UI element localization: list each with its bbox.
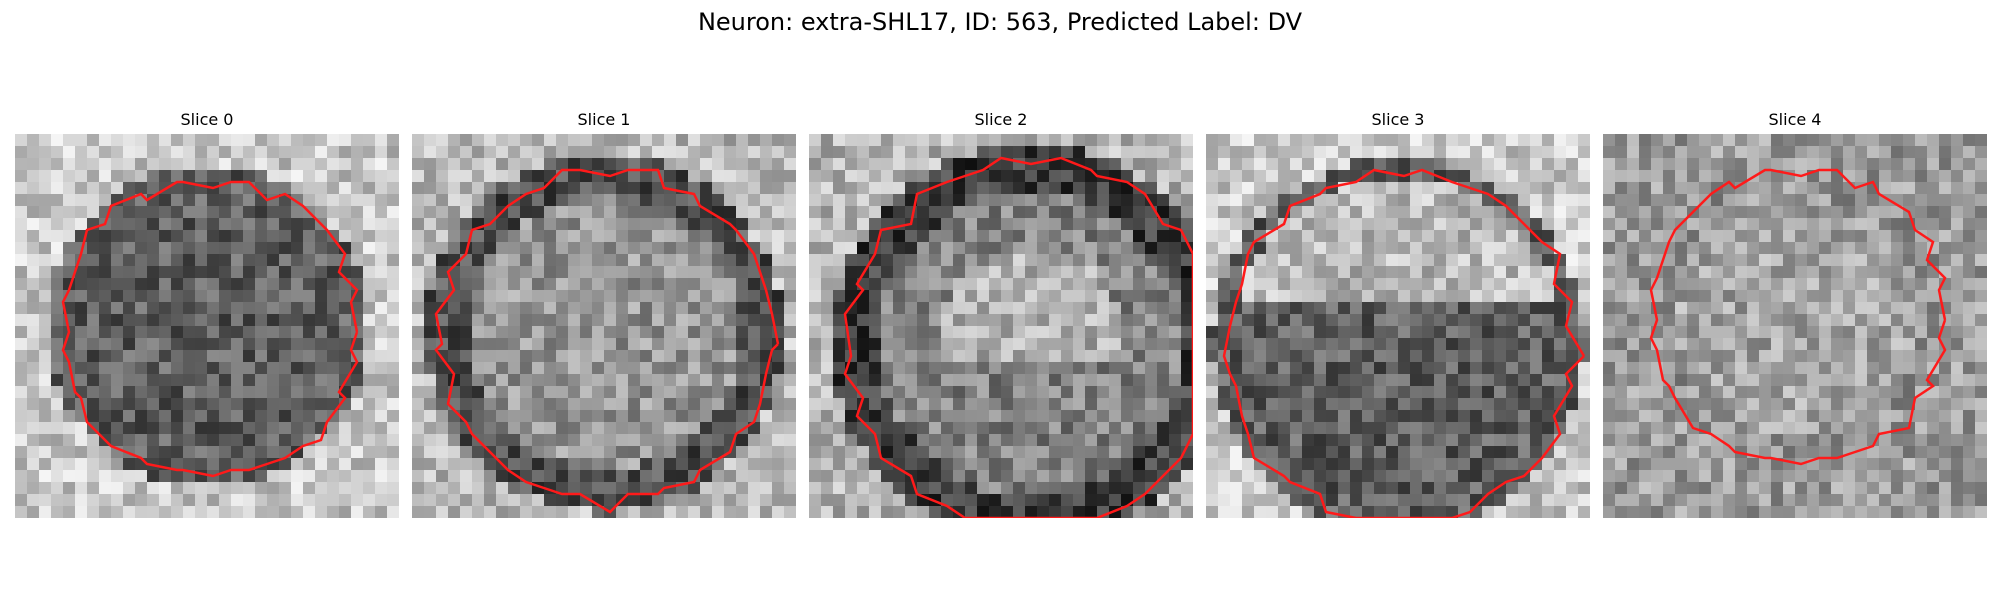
pixel-grid	[1206, 134, 1590, 518]
segmentation-contour	[843, 156, 1193, 518]
slice-title: Slice 0	[180, 110, 234, 129]
slice-panel-4: Slice 4	[1603, 108, 1987, 518]
slice-panel-2: Slice 2	[809, 108, 1193, 518]
slice-panel-1: Slice 1	[412, 108, 796, 518]
slice-image-2	[809, 134, 1193, 518]
pixel-grid	[809, 134, 1193, 518]
segmentation-contour	[1222, 168, 1586, 518]
slice-title: Slice 4	[1768, 110, 1822, 129]
slice-panel-3: Slice 3	[1206, 108, 1590, 518]
slice-image-3	[1206, 134, 1590, 518]
pixel-grid	[15, 134, 399, 518]
figure-title: Neuron: extra-SHL17, ID: 563, Predicted …	[697, 8, 1303, 36]
slice-image-1	[412, 134, 796, 518]
segmentation-contour	[61, 180, 359, 478]
slice-panel-0: Slice 0	[15, 108, 399, 518]
pixel-grid	[1603, 134, 1987, 518]
slice-image-0	[15, 134, 399, 518]
segmentation-contour	[434, 168, 780, 514]
slice-image-4	[1603, 134, 1987, 518]
slice-title: Slice 1	[577, 110, 631, 129]
slice-title: Slice 2	[974, 110, 1028, 129]
pixel-grid	[412, 134, 796, 518]
segmentation-contour	[1649, 168, 1947, 466]
slice-title: Slice 3	[1371, 110, 1425, 129]
